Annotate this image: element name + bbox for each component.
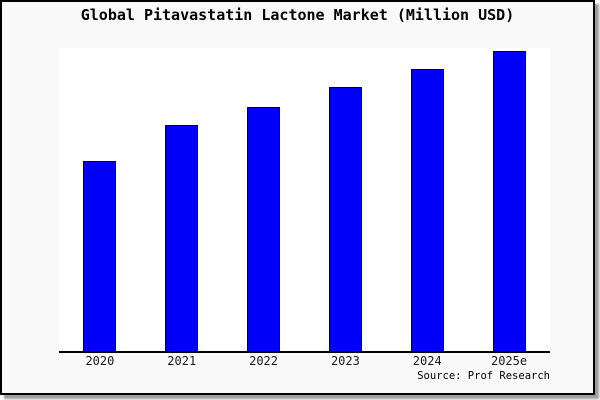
bar-slot	[468, 48, 550, 351]
x-tick-label: 2022	[249, 354, 279, 368]
bar-2021	[165, 125, 199, 351]
bar-slot	[141, 48, 223, 351]
bar-2025e	[492, 51, 526, 351]
bar-slot	[304, 48, 386, 351]
chart-title: Global Pitavastatin Lactone Market (Mill…	[80, 6, 515, 24]
bar-2023	[328, 87, 362, 351]
bars-container	[59, 48, 550, 351]
chart-card: Global Pitavastatin Lactone Market (Mill…	[0, 0, 595, 395]
x-axis-labels: 2020 2021 2022 2023 2024 2025e	[59, 354, 550, 368]
x-tick-label: 2021	[167, 354, 197, 368]
x-tick-label: 2024	[412, 354, 442, 368]
bar-2022	[247, 107, 281, 351]
bar-2020	[83, 161, 117, 351]
x-tick-label: 2020	[85, 354, 115, 368]
x-tick-label: 2025e	[490, 354, 528, 368]
bar-2024	[410, 69, 444, 351]
x-tick-label: 2023	[330, 354, 360, 368]
bar-slot	[223, 48, 305, 351]
bar-slot	[59, 48, 141, 351]
plot-area	[59, 48, 550, 353]
source-text: Source: Prof Research	[417, 370, 550, 382]
bar-slot	[386, 48, 468, 351]
